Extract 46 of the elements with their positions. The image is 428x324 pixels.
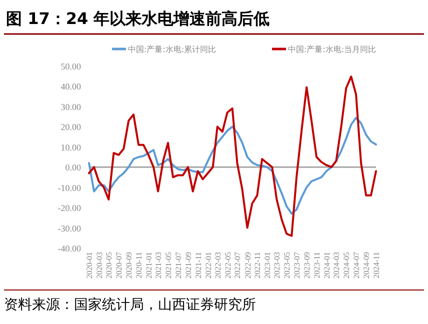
x-tick-label: 2021-09 [184,252,193,279]
x-tick-label: 2022-03 [213,252,222,279]
line-series [88,116,377,215]
x-tick-label: 2020-03 [94,252,104,279]
x-tick-label: 2023-03 [272,252,282,279]
x-tick-label: 2022-09 [243,252,252,279]
x-tick-label: 2021-07 [174,252,183,279]
x-tick-label: 2021-01 [144,252,154,279]
x-tick-label: 2023-07 [292,252,302,279]
legend-label: 中国:产量:水电:累计同比 [128,45,216,54]
x-tick-label: 2024-01 [322,252,332,279]
x-tick-label: 2024-05 [342,252,352,279]
y-tick-label: 40.00 [60,82,82,92]
x-tick-label: 2020-05 [104,252,114,279]
line-series [88,76,377,237]
x-tick-label: 2020-09 [124,252,134,279]
x-tick-label: 2022-01 [204,252,213,279]
x-tick-label: 2024-07 [352,252,362,279]
y-tick-label: 30.00 [60,102,82,112]
x-tick-label: 2023-11 [312,252,322,278]
x-tick-label: 2023-01 [263,252,272,279]
y-tick-label: 50.00 [60,62,82,72]
x-tick-label: 2021-11 [194,252,203,278]
x-tick-label: 2024-03 [332,252,342,279]
y-tick-label: -20.00 [58,203,82,214]
y-tick-label: -10.00 [58,182,82,193]
text: 资料来源：国家统计局，山西证券研究所 [4,297,256,313]
x-tick-label: 2020-01 [85,252,94,279]
x-tick-label: 2023-09 [302,252,312,279]
x-tick-label: 2024-09 [362,252,372,279]
x-tick-label: 2022-11 [253,252,262,278]
x-tick-label: 2022-05 [223,252,232,279]
x-tick-label: 2021-03 [154,252,164,279]
y-tick-label: 10.00 [60,142,82,152]
y-tick-label: 20.00 [60,122,82,132]
x-tick-label: 2020-07 [114,252,124,279]
x-tick-label: 2022-07 [233,252,242,279]
y-tick-label: -30.00 [58,223,82,234]
y-tick-label: 0.00 [65,162,82,173]
x-tick-label: 2020-11 [134,252,144,278]
x-tick-label: 2024-11 [372,252,381,278]
x-tick-label: 2023-05 [282,252,292,279]
legend-label: 中国:产量:水电:当月同比 [288,45,376,54]
x-tick-label: 2021-05 [164,252,173,279]
y-tick-label: -40.00 [58,244,82,254]
chart-title: 图 17：24 年以来水电增速前高后低 [6,9,270,28]
